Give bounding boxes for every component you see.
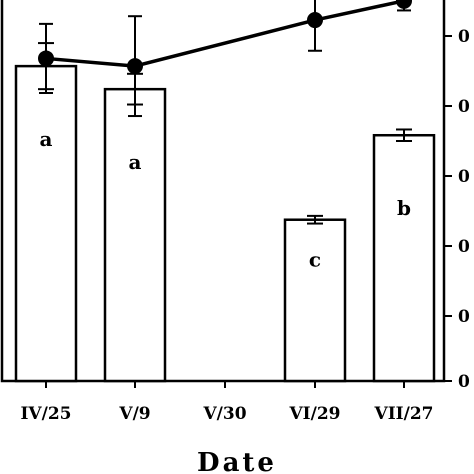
x-axis-tick-label: VI/29 — [288, 404, 340, 424]
line-series — [38, 0, 412, 118]
bar — [103, 87, 167, 383]
x-axis-title: Date — [197, 448, 277, 474]
bar — [372, 133, 436, 383]
x-axis-tick-label: VII/27 — [374, 404, 434, 424]
significance-label: b — [397, 196, 411, 220]
line-point — [396, 0, 412, 9]
bar-series — [14, 64, 436, 383]
plot-frame — [0, 0, 446, 383]
right-axis-tick-label: 0 — [458, 167, 470, 187]
line-path — [45, 0, 405, 68]
bar — [283, 218, 347, 383]
x-axis-tick-label: IV/25 — [20, 404, 71, 424]
x-axis-tick-label: V/30 — [202, 404, 246, 424]
x-axis-ticks: IV/25 V/9 V/30 VI/29 VII/27 — [20, 381, 433, 424]
significance-labels: a a c b — [40, 127, 411, 272]
significance-label: a — [129, 150, 142, 174]
line-point — [127, 58, 143, 75]
x-axis-tick-label: V/9 — [118, 404, 150, 424]
significance-label: a — [40, 127, 53, 151]
right-axis-tick-label: 0 — [458, 27, 470, 47]
right-axis-tick-label: 0 — [458, 237, 470, 257]
right-axis-tick-label: 0 — [458, 97, 470, 117]
right-axis-ticks: 0 0 0 0 0 0 — [444, 27, 470, 392]
bar-error-bars — [38, 42, 412, 225]
significance-label: c — [309, 248, 321, 272]
line-point — [38, 50, 54, 67]
right-axis-tick-label: 0 — [458, 372, 470, 392]
bar — [14, 64, 78, 383]
right-axis-tick-label: 0 — [458, 307, 470, 327]
line-point — [307, 12, 323, 29]
